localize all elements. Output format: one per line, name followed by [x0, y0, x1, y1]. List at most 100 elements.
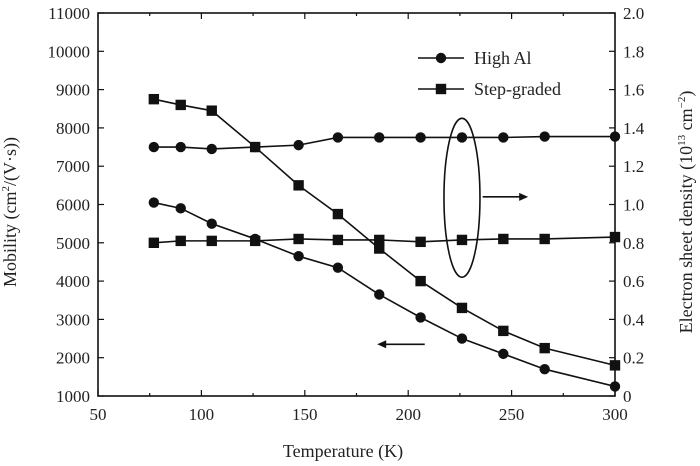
x-tick-label: 150 — [292, 405, 318, 424]
y-right-tick-label: 0 — [623, 387, 632, 406]
data-point-high-al-left — [175, 203, 186, 214]
y-right-tick-label: 1.0 — [623, 196, 644, 215]
data-point-high-al-right — [415, 132, 426, 143]
y-right-tick-label: 2.0 — [623, 4, 644, 23]
y-axis-right-title: Electron sheet density (1013 cm−2) — [676, 91, 697, 334]
y-left-tick-label: 3000 — [56, 310, 90, 329]
data-point-high-al-left — [539, 363, 550, 375]
x-tick-label: 250 — [499, 405, 525, 424]
x-tick-label: 200 — [395, 405, 421, 424]
data-point-step-graded-left — [332, 208, 344, 220]
legend-label-step-graded: Step-graded — [474, 79, 561, 99]
y-left-tick-label: 6000 — [56, 196, 90, 215]
x-tick-label: 100 — [189, 405, 215, 424]
data-point-high-al-left — [609, 381, 621, 392]
data-point-high-al-right — [374, 132, 385, 143]
data-point-high-al-left — [148, 197, 160, 208]
x-tick-label: 50 — [90, 405, 107, 424]
y-left-tick-label: 2000 — [56, 349, 90, 368]
data-point-high-al-left — [206, 218, 217, 229]
ticks-group: 50 100 150 200 250 300 1000 2000 3000 4000 5000 600… — [48, 4, 645, 424]
y-right-title-post: ) — [676, 91, 697, 97]
data-point-high-al-right — [249, 141, 261, 153]
legend-marker-step-graded — [435, 83, 447, 95]
data-point-high-al-left — [456, 333, 468, 344]
y-left-tick-label: 7000 — [56, 157, 90, 176]
data-point-high-al-left — [498, 348, 509, 360]
data-point-high-al-left — [374, 289, 385, 300]
legend: High Al Step-graded — [418, 48, 561, 99]
y-left-tick-label: 9000 — [56, 81, 90, 100]
data-point-step-graded-left — [609, 360, 621, 371]
data-point-step-graded-left — [539, 342, 550, 354]
data-point-step-graded-right — [456, 234, 468, 246]
y-left-title-sup: 2 — [0, 186, 12, 192]
data-point-high-al-left — [415, 312, 426, 323]
data-point-step-graded-left — [456, 302, 468, 314]
plot-frame — [97, 12, 616, 397]
data-point-step-graded-right — [175, 235, 186, 247]
y-right-tick-label: 0.6 — [623, 272, 644, 291]
series-group — [148, 93, 621, 392]
data-point-high-al-right — [206, 143, 217, 155]
y-left-tick-label: 10000 — [48, 42, 91, 61]
y-right-tick-label: 0.2 — [623, 349, 644, 368]
arrow-right-head — [519, 192, 529, 201]
data-point-step-graded-right — [249, 235, 261, 247]
data-point-step-graded-left — [498, 325, 509, 337]
y-left-title-pre: Mobility (cm — [0, 191, 21, 287]
x-axis-title: Temperature (K) — [283, 441, 403, 462]
data-point-step-graded-right — [374, 234, 385, 246]
y-right-tick-label: 0.4 — [623, 310, 645, 329]
arrow-left-head — [377, 340, 387, 349]
legend-label-high-al: High Al — [474, 48, 532, 68]
data-point-high-al-right — [609, 131, 621, 142]
axes-group — [97, 12, 616, 397]
data-point-step-graded-right — [148, 237, 160, 248]
data-point-high-al-right — [332, 132, 344, 143]
data-point-step-graded-left — [293, 180, 304, 191]
y-right-tick-label: 0.8 — [623, 234, 644, 253]
y-left-tick-label: 11000 — [48, 4, 90, 23]
data-point-step-graded-right — [415, 236, 426, 248]
y-left-tick-label: 1000 — [56, 387, 90, 406]
data-point-step-graded-left — [206, 105, 217, 116]
y-left-title-mid: /(V·s)) — [0, 137, 21, 186]
y-right-title-sup1: 13 — [676, 134, 688, 146]
data-point-step-graded-right — [293, 233, 304, 245]
y-left-tick-label: 4000 — [56, 272, 90, 291]
data-point-high-al-left — [332, 262, 344, 273]
data-point-step-graded-right — [332, 234, 344, 246]
data-point-step-graded-right — [498, 233, 509, 245]
data-point-high-al-right — [456, 132, 468, 143]
y-right-tick-label: 1.4 — [623, 119, 645, 138]
y-right-title-sup2: −2 — [676, 97, 688, 109]
data-point-step-graded-left — [148, 93, 160, 105]
data-point-step-graded-left — [415, 275, 426, 287]
data-point-high-al-right — [293, 139, 304, 151]
data-point-high-al-left — [293, 251, 304, 262]
y-right-title-pre: Electron sheet density (10 — [676, 146, 697, 333]
x-tick-label: 300 — [602, 405, 628, 424]
y-right-title-mid: cm — [676, 108, 696, 135]
data-point-step-graded-right — [206, 235, 217, 247]
data-point-high-al-right — [148, 141, 160, 153]
y-left-tick-label: 5000 — [56, 234, 90, 253]
ellipse-annotation — [443, 117, 481, 279]
y-right-tick-label: 1.2 — [623, 157, 644, 176]
data-point-step-graded-right — [539, 233, 550, 245]
data-point-step-graded-left — [374, 243, 385, 254]
data-point-high-al-right — [175, 141, 186, 153]
y-right-tick-label: 1.8 — [623, 42, 644, 61]
data-point-step-graded-left — [175, 99, 186, 111]
series-line-high-al-left — [153, 201, 616, 388]
y-axis-left-title: Mobility (cm2/(V·s)) — [0, 137, 21, 287]
legend-marker-high-al — [435, 52, 447, 64]
data-point-high-al-right — [539, 131, 550, 142]
annotations-group — [377, 117, 529, 349]
y-right-tick-label: 1.6 — [623, 81, 644, 100]
y-left-tick-label: 8000 — [56, 119, 90, 138]
data-point-step-graded-right — [609, 231, 621, 243]
data-point-high-al-right — [498, 132, 509, 143]
